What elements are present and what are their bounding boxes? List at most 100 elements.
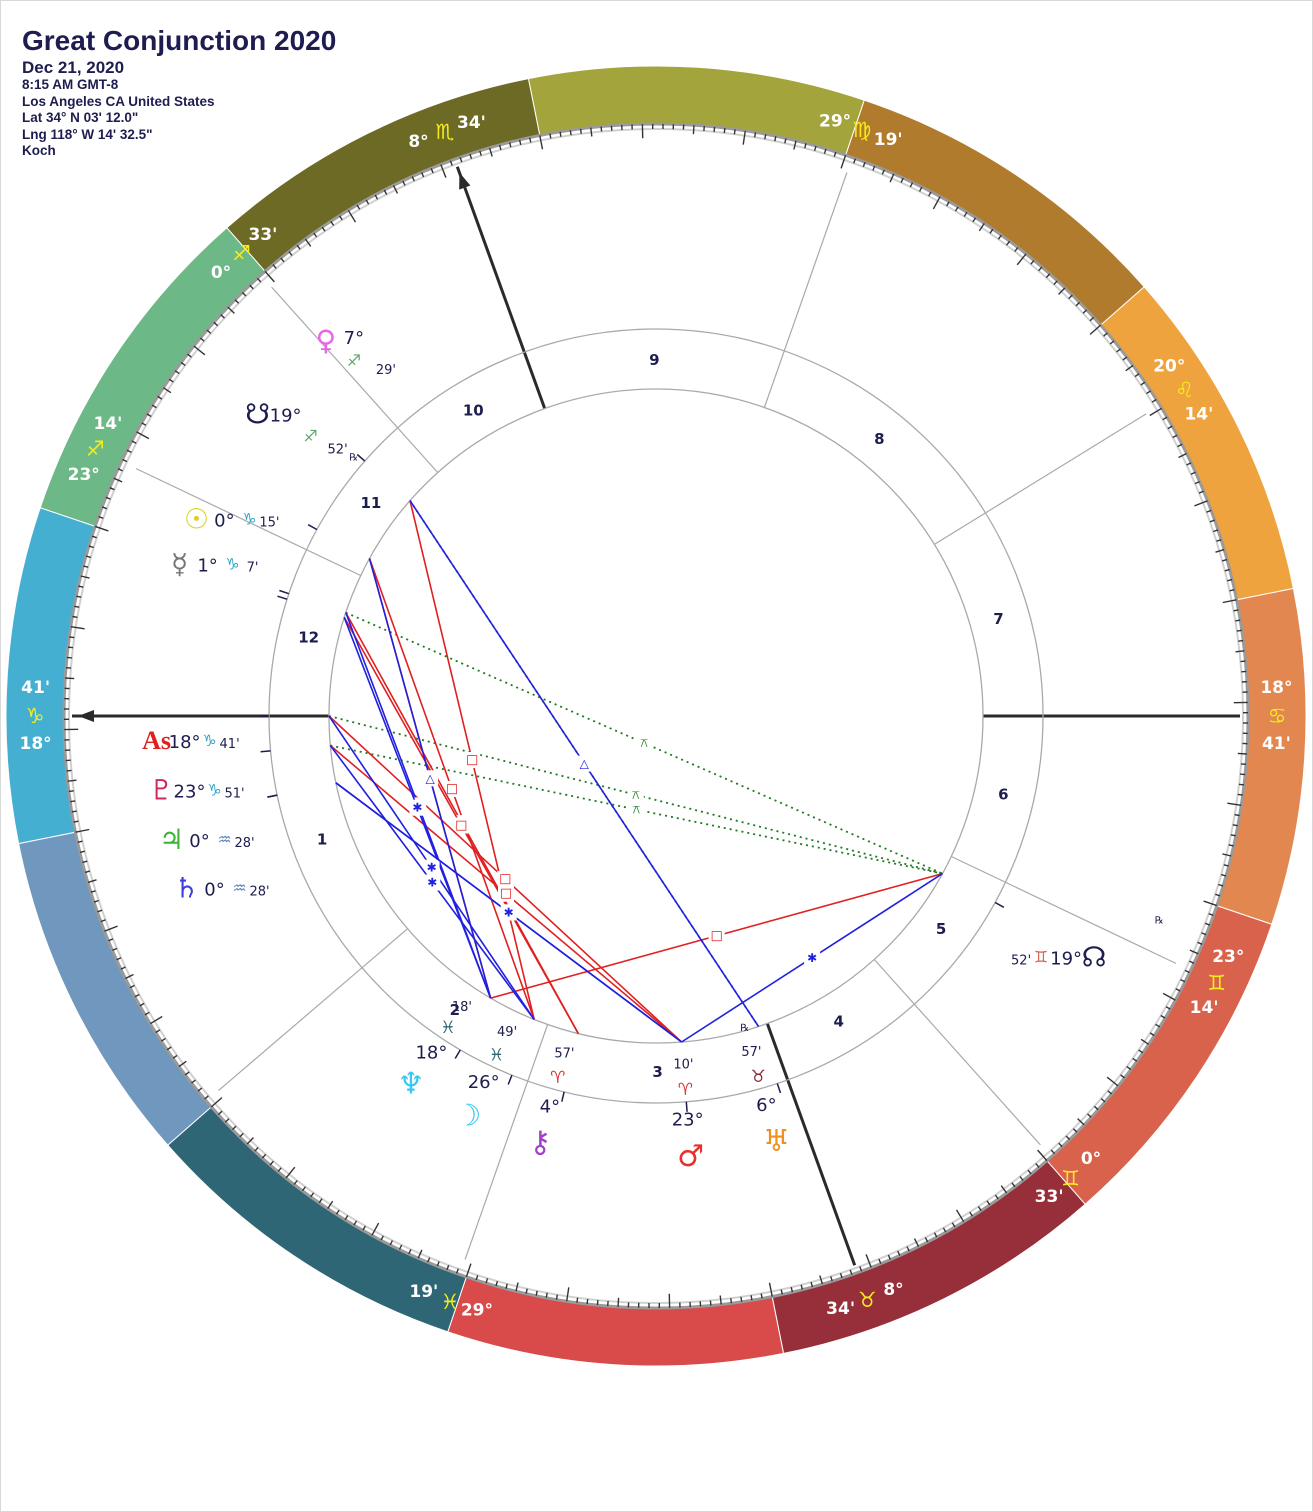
house-number: 10 [463, 402, 484, 420]
degree-tick [1221, 873, 1227, 877]
aspect-glyph-sextile: ✱ [427, 876, 437, 890]
degree-tick [1027, 1169, 1032, 1175]
degree-tick [485, 1278, 489, 1284]
degree-tick [313, 232, 318, 238]
degree-tick [1058, 287, 1066, 295]
degree-tick [69, 636, 75, 639]
degree-tick [318, 1198, 323, 1204]
degree-scale-ring [68, 128, 1244, 1304]
planet-degree: 23° [672, 1109, 704, 1130]
planet-position-tick [356, 453, 366, 462]
degree-tick [1151, 398, 1157, 403]
degree-tick [261, 1153, 267, 1159]
degree-tick [488, 147, 493, 157]
cusp-degree-label: 8° [408, 132, 428, 152]
degree-tick [420, 172, 425, 178]
planet-sign-glyph: ♓ [489, 1045, 504, 1065]
house-cusp-line-2 [218, 928, 408, 1092]
degree-tick [1068, 294, 1073, 300]
retrograde-marker: ℞ [1155, 916, 1164, 927]
degree-tick [1109, 340, 1115, 345]
degree-tick [1233, 609, 1239, 612]
degree-tick [310, 1192, 315, 1198]
planet-degree: 0° [189, 831, 209, 852]
degree-tick [1194, 500, 1208, 507]
degree-tick [1011, 1182, 1016, 1188]
chart-location: Los Angeles CA United States [22, 93, 215, 109]
degree-tick [408, 1249, 412, 1255]
degree-tick [750, 1295, 753, 1301]
planet-degree: 0° [204, 880, 224, 901]
planet-glyph-moon: ☽ [454, 1099, 481, 1134]
degree-tick [545, 1292, 548, 1298]
degree-tick [692, 125, 695, 135]
degree-tick [1160, 1014, 1166, 1019]
degree-tick [928, 191, 932, 197]
cusp-minute-label: 33' [248, 225, 277, 245]
degree-tick [1006, 240, 1011, 246]
degree-tick [79, 850, 85, 854]
degree-tick [498, 144, 502, 151]
degree-tick [70, 626, 85, 630]
degree-tick [88, 545, 94, 549]
degree-tick [172, 1054, 178, 1059]
degree-tick [1198, 490, 1204, 494]
degree-tick [881, 169, 885, 175]
chart-house-system: Koch [22, 143, 56, 158]
aspect-glyph-sextile: ✱ [427, 861, 437, 875]
planet-degree: 6° [756, 1095, 776, 1116]
chart-header: Great Conjunction 2020 Dec 21, 2020 8:15… [22, 24, 336, 160]
aspect-lines: ⚻⚻⚻⚻□□□□□□□□△△✱✱✱✱✱✱✱ [328, 500, 943, 1043]
degree-tick [113, 477, 123, 483]
cusp-degree-label: 23° [1212, 947, 1244, 967]
degree-tick [178, 1060, 187, 1068]
planet-degree: 1° [197, 556, 217, 577]
degree-tick [68, 790, 74, 793]
aspect-marker-bg [498, 885, 514, 902]
cusp-minute-label: 33' [1035, 1187, 1064, 1207]
degree-tick [1120, 1074, 1125, 1079]
degree-tick [469, 153, 473, 160]
degree-tick [1030, 259, 1035, 265]
degree-tick [374, 194, 379, 200]
degree-tick [1035, 1163, 1040, 1168]
degree-tick [98, 515, 104, 519]
degree-tick [1204, 922, 1211, 926]
degree-tick [709, 1300, 712, 1306]
degree-tick [723, 127, 726, 134]
planet-position-tick [994, 901, 1005, 908]
aspect-glyph-quincunx: ⚻ [632, 803, 640, 817]
degree-tick [149, 1015, 163, 1025]
cusp-sign-glyph: ♊ [1061, 1166, 1080, 1190]
cusp-sign-glyph: ♓ [441, 1290, 460, 1314]
degree-tick [586, 1298, 589, 1305]
house-cusp-line-12 [135, 467, 361, 577]
degree-tick [71, 810, 77, 813]
degree-tick [730, 1298, 733, 1304]
degree-tick [104, 925, 118, 932]
house-number: 1 [317, 830, 327, 848]
aspect-marker-bg [804, 949, 821, 966]
degree-tick [82, 860, 88, 864]
degree-tick [1189, 960, 1195, 964]
planet-minutes: 28' [234, 836, 254, 851]
aspect-glyph-quincunx: ⚻ [632, 788, 640, 802]
degree-tick [1227, 578, 1233, 582]
degree-tick [335, 1209, 340, 1215]
degree-tick [91, 535, 97, 539]
degree-tick [600, 126, 603, 132]
planet-sign-glyph: ♑ [225, 555, 239, 574]
cusp-minute-label: 14' [1184, 405, 1213, 425]
degree-tick [840, 154, 847, 169]
planet-minutes: 7' [247, 561, 259, 576]
degree-tick [234, 299, 240, 304]
degree-tick [1155, 1023, 1161, 1028]
degree-tick [105, 496, 111, 500]
degree-tick [897, 1250, 901, 1256]
degree-tick [280, 257, 285, 263]
degree-tick [141, 422, 147, 426]
degree-tick [833, 151, 837, 157]
degree-tick [1184, 969, 1190, 974]
planet-position-tick [277, 595, 288, 600]
degree-tick [78, 585, 84, 588]
